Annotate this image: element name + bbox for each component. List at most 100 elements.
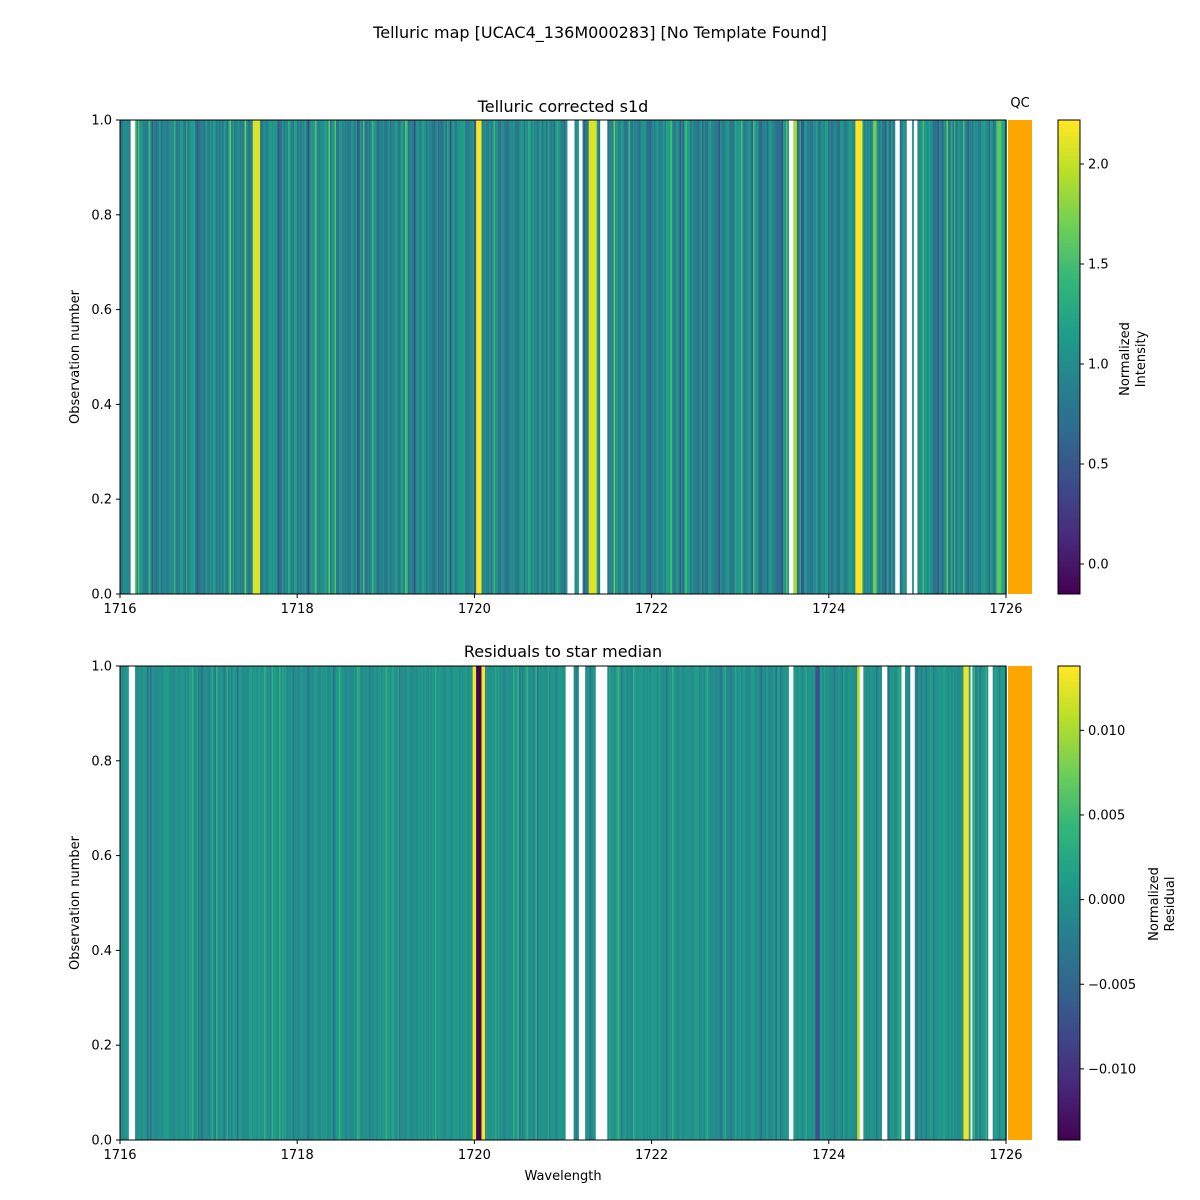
colorbar-swatch (1058, 1096, 1080, 1101)
qc-bar-2 (1008, 666, 1032, 1140)
spectrum-column (958, 120, 961, 594)
spectrum-column (732, 120, 734, 594)
colorbar-swatch (1058, 400, 1080, 405)
spectrum-column (427, 120, 430, 594)
spectrum-column (907, 666, 910, 1140)
spectrum-column (262, 120, 265, 594)
colorbar-swatch (1058, 167, 1080, 172)
spectrum-column (174, 666, 176, 1140)
spectrum-column (261, 120, 263, 594)
colorbar-swatch (1058, 906, 1080, 912)
spectrum-column (759, 120, 761, 594)
spectrum-column (712, 120, 715, 594)
spectrum-column (981, 666, 983, 1140)
data-gap (578, 666, 586, 1140)
spectrum-column (160, 666, 163, 1140)
spectrum-column (768, 666, 770, 1140)
spectrum-column (433, 666, 436, 1140)
spectrum-column (763, 120, 766, 594)
spectrum-column (727, 666, 730, 1140)
spectrum-column (360, 666, 362, 1140)
colorbar-swatch (1058, 202, 1080, 208)
spectrum-column (808, 120, 811, 594)
spectrum-column (247, 120, 250, 594)
spectrum-column (445, 120, 448, 594)
spectrum-column (643, 666, 646, 1140)
spectrum-column (586, 120, 589, 594)
spectrum-column (783, 666, 785, 1140)
spectrum-column (661, 666, 664, 1140)
spectrum-column (244, 120, 247, 594)
panel-residuals: Residuals to star median 1716 1718 1720 172… (68, 642, 1178, 1184)
spectrum-column (463, 120, 466, 594)
spectrum-column (730, 120, 733, 594)
spectrum-column (636, 120, 638, 594)
spectrum-column (490, 666, 493, 1140)
spectrum-column (292, 666, 295, 1140)
spectrum-column (277, 666, 280, 1140)
colorbar-swatch (1058, 1053, 1080, 1058)
spectrum-column (801, 666, 803, 1140)
spectrum-column (802, 120, 805, 594)
heatmap-2 (120, 666, 1007, 1140)
spectrum-column (786, 666, 788, 1140)
spectrum-column (816, 120, 818, 594)
spectrum-column (777, 120, 779, 594)
spectrum-column (208, 120, 211, 594)
colorbar-swatch (1058, 946, 1080, 951)
colorbar-swatch (1058, 578, 1080, 583)
spectrum-column (642, 666, 644, 1140)
y-tick-label: 0.0 (91, 1134, 112, 1149)
spectrum-column (366, 666, 368, 1140)
spectrum-column (226, 120, 229, 594)
spectrum-column (886, 666, 889, 1140)
y-tick-label: 0.4 (91, 398, 112, 413)
spectrum-column (622, 120, 625, 594)
spectrum-column (760, 666, 763, 1140)
spectrum-column (783, 120, 785, 594)
spectrum-column (505, 666, 508, 1140)
spectrum-column (666, 120, 668, 594)
spectrum-column (229, 120, 232, 594)
colorbar-swatch (1058, 1112, 1080, 1117)
spectrum-column (259, 666, 262, 1140)
spectrum-column (372, 666, 374, 1140)
spectrum-column (417, 120, 419, 594)
colorbar-swatch (1058, 163, 1080, 168)
colorbar-swatch (1058, 883, 1080, 888)
spectrum-column (874, 666, 877, 1140)
colorbar-swatch (1058, 206, 1080, 212)
spectrum-column (421, 666, 424, 1140)
spectrum-column (687, 120, 689, 594)
spectrum-column (966, 120, 968, 594)
spectrum-column (919, 666, 922, 1140)
spectrum-column (360, 120, 362, 594)
spectrum-column (409, 120, 412, 594)
spectrum-column (198, 120, 200, 594)
spectrum-column (297, 666, 299, 1140)
colorbar-swatch (1058, 368, 1080, 374)
spectrum-column (219, 666, 221, 1140)
colorbar-swatch (1058, 270, 1080, 275)
colorbar-swatch (1058, 705, 1080, 710)
colorbar-swatch (1058, 1017, 1080, 1022)
spectrum-column (495, 120, 497, 594)
colorbar-swatch (1058, 420, 1080, 425)
spectrum-column (502, 666, 505, 1140)
spectrum-column (901, 120, 904, 594)
spectrum-column (339, 666, 341, 1140)
spectrum-column (120, 120, 122, 594)
spectrum-column (292, 120, 295, 594)
data-gap (788, 666, 794, 1140)
x-tick-label: 1718 (281, 1148, 314, 1163)
colorbar-swatch (1058, 479, 1080, 484)
spectrum-column (615, 666, 617, 1140)
spectrum-column (451, 666, 454, 1140)
spectrum-column (976, 666, 979, 1140)
spectrum-column (681, 666, 683, 1140)
spectrum-column (402, 666, 404, 1140)
spectrum-column (247, 666, 250, 1140)
spectrum-column (240, 666, 242, 1140)
colorbar-swatch (1058, 120, 1080, 125)
colorbar-swatch (1058, 835, 1080, 841)
